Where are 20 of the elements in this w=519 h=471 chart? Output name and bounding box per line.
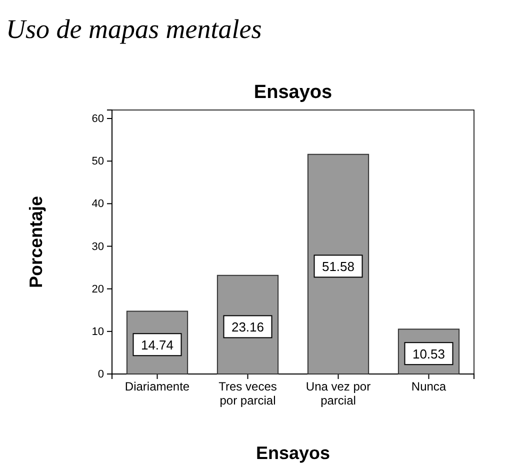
data-label: 23.16 bbox=[231, 320, 264, 335]
chart-title: Ensayos bbox=[254, 82, 332, 103]
y-tick-label: 10 bbox=[92, 326, 104, 338]
data-label: 14.74 bbox=[140, 338, 174, 353]
x-tick-label: Nunca bbox=[411, 380, 446, 394]
bar bbox=[307, 154, 370, 374]
y-tick-label: 40 bbox=[92, 198, 104, 210]
y-tick-label: 60 bbox=[92, 113, 104, 126]
x-tick-label: Tres veces por parcial bbox=[218, 380, 277, 408]
y-axis-title: Porcentaje bbox=[26, 196, 46, 288]
text: Uso de mapas mentales bbox=[6, 14, 262, 44]
data-label: 10.53 bbox=[412, 346, 446, 362]
y-tick-label: 20 bbox=[92, 283, 104, 296]
x-tick-label: Diariamente bbox=[124, 380, 190, 394]
y-tick-label: 0 bbox=[98, 368, 104, 381]
data-label: 51.58 bbox=[322, 259, 355, 274]
y-tick-label: 30 bbox=[92, 240, 104, 253]
x-axis-title: Ensayos bbox=[256, 443, 330, 463]
y-tick-label: 50 bbox=[92, 156, 104, 168]
x-tick-label: Una vez por parcial bbox=[306, 380, 371, 408]
